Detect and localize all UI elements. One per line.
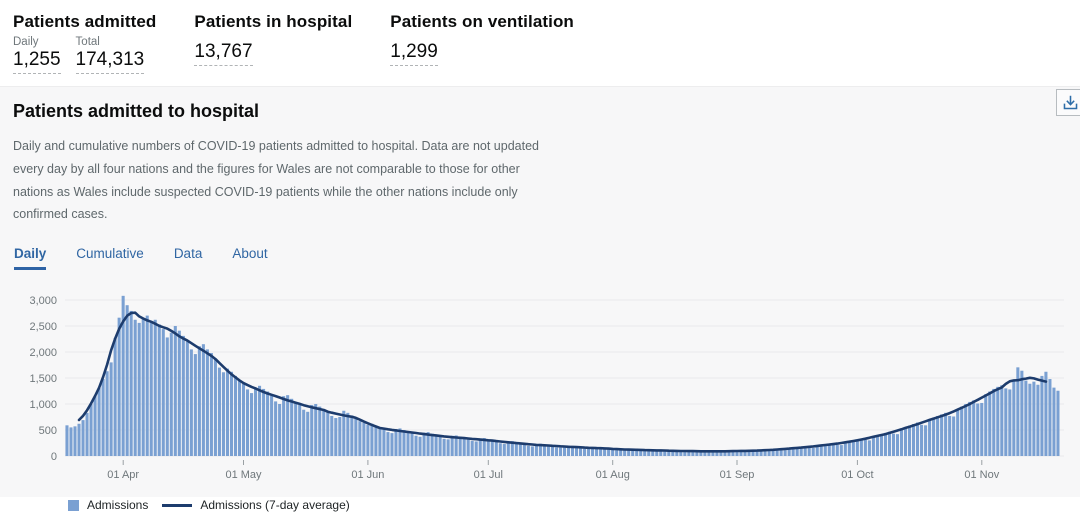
svg-text:2,000: 2,000: [29, 347, 57, 359]
admissions-card: Patients admitted to hospital Daily and …: [0, 86, 1080, 512]
stat-in-hospital-value[interactable]: 13,767: [194, 41, 253, 66]
headline-stats-bar: Patients admitted Daily 1,255 Total 174,…: [0, 0, 1080, 86]
stat-title-patients-in-hospital: Patients in hospital: [194, 12, 353, 31]
svg-text:2,500: 2,500: [29, 321, 57, 333]
svg-text:01 Apr: 01 Apr: [107, 469, 139, 481]
legend-item-admissions[interactable]: Admissions: [68, 498, 148, 512]
tab-daily[interactable]: Daily: [14, 246, 47, 270]
svg-text:01 Aug: 01 Aug: [596, 469, 630, 481]
tab-cumulative[interactable]: Cumulative: [76, 246, 144, 261]
legend-label-admissions: Admissions: [87, 498, 149, 512]
stat-title-patients-admitted: Patients admitted: [13, 12, 157, 31]
svg-text:01 Oct: 01 Oct: [841, 469, 873, 481]
card-title: Patients admitted to hospital: [13, 101, 260, 121]
stat-patients-on-ventilation: Patients on ventilation 1,299: [390, 12, 574, 66]
legend-label-admissions-average: Admissions (7-day average): [200, 498, 350, 512]
stat-total-value[interactable]: 174,313: [75, 49, 145, 74]
chart-legend: Admissions Admissions (7-day average): [68, 498, 1080, 512]
stat-patients-admitted: Patients admitted Daily 1,255 Total 174,…: [13, 12, 156, 74]
legend-item-admissions-average[interactable]: Admissions (7-day average): [162, 498, 350, 512]
tab-data[interactable]: Data: [173, 246, 203, 261]
card-description: Daily and cumulative numbers of COVID-19…: [13, 139, 539, 222]
svg-text:01 Jul: 01 Jul: [474, 469, 503, 481]
stat-title-patients-on-ventilation: Patients on ventilation: [390, 12, 574, 31]
svg-text:3,000: 3,000: [29, 295, 57, 307]
chart-canvas[interactable]: 0 500 1,000 1,500 2,000 2,500 3,000 01 Apr 01 Ma…: [0, 284, 1080, 496]
svg-text:01 Nov: 01 Nov: [964, 469, 999, 481]
download-icon: [1062, 94, 1079, 111]
svg-text:500: 500: [39, 425, 57, 437]
svg-text:1,000: 1,000: [29, 399, 57, 411]
admissions-average-line-swatch: [162, 503, 193, 507]
stat-total-pair: Total 174,313: [75, 36, 145, 74]
admissions-chart[interactable]: 0 500 1,000 1,500 2,000 2,500 3,000 01 Apr 01 Ma…: [0, 284, 1080, 496]
svg-text:1,500: 1,500: [29, 373, 57, 385]
tab-bar: Daily Cumulative Data About: [13, 246, 1080, 270]
stat-ventilation-value[interactable]: 1,299: [390, 41, 438, 66]
stat-daily-pair: Daily 1,255: [13, 36, 61, 74]
svg-text:0: 0: [51, 451, 57, 463]
tab-about[interactable]: About: [232, 246, 268, 261]
svg-text:01 Jun: 01 Jun: [351, 469, 384, 481]
stat-daily-value[interactable]: 1,255: [13, 49, 61, 74]
svg-text:01 Sep: 01 Sep: [720, 469, 755, 481]
stat-total-label: Total: [75, 36, 100, 48]
admissions-bar-swatch: [68, 499, 79, 511]
download-button[interactable]: [1056, 89, 1080, 116]
stat-daily-label: Daily: [13, 36, 39, 48]
stat-patients-in-hospital: Patients in hospital 13,767: [194, 12, 352, 66]
svg-text:01 May: 01 May: [225, 469, 262, 481]
